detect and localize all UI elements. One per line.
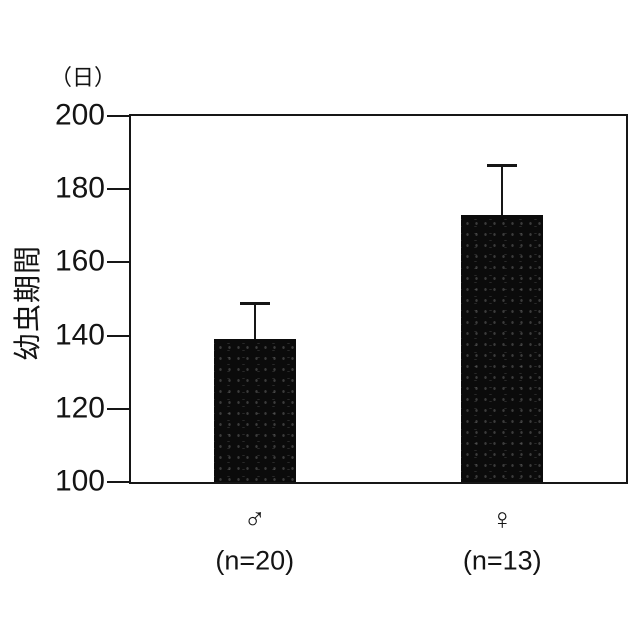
- y-tick-mark: [107, 407, 129, 410]
- y-tick-label: 160: [54, 244, 105, 278]
- bars-layer: [131, 116, 626, 482]
- error-bar-stem: [253, 302, 256, 340]
- y-tick-mark: [107, 261, 129, 264]
- x-category-sublabel: (n=13): [462, 545, 542, 576]
- x-category-label: ♂: [243, 503, 267, 536]
- error-bar-stem: [501, 165, 504, 215]
- bar: [461, 214, 544, 482]
- y-tick-label: 180: [54, 171, 105, 205]
- y-tick-label: 200: [54, 98, 105, 132]
- y-tick-label: 100: [54, 464, 105, 498]
- bar: [213, 339, 296, 482]
- x-category-label: ♀: [491, 503, 514, 536]
- error-bar-cap: [239, 301, 270, 305]
- y-axis-title: 幼虫期間: [12, 244, 43, 362]
- error-bar-cap: [487, 164, 518, 168]
- y-axis-unit-label: （日）: [50, 65, 117, 90]
- y-tick-label: 140: [54, 317, 105, 351]
- y-tick-mark: [107, 334, 129, 337]
- y-tick-mark: [107, 481, 129, 483]
- xlabel-layer: ♂ (n=20) ♀ (n=13): [131, 116, 626, 575]
- y-tick-mark: [107, 115, 129, 117]
- y-tick-mark: [107, 188, 129, 191]
- ytick-layer: 100 120 140 160 180 200: [55, 100, 626, 496]
- plot-area: 100 120 140 160 180 200 ♂ (n=20) ♀ (n=13): [55, 100, 628, 575]
- x-category-sublabel: (n=20): [215, 545, 295, 576]
- y-tick-label: 120: [54, 391, 105, 425]
